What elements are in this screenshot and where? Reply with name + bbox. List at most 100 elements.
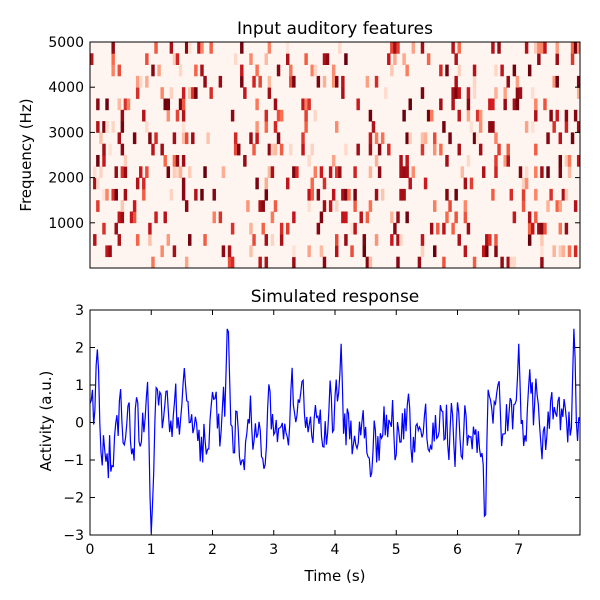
heatmap-cell <box>108 245 112 258</box>
heatmap-cell <box>338 166 342 178</box>
heatmap-cell <box>454 53 458 65</box>
heatmap-cell <box>341 188 345 201</box>
heatmap-cell <box>485 234 489 246</box>
heatmap-cell <box>494 87 498 99</box>
heatmap-cell <box>570 132 575 145</box>
heatmap-cell <box>319 166 324 178</box>
heatmap-cell <box>527 211 532 224</box>
heatmap-cell <box>286 53 290 65</box>
heatmap-cell <box>405 132 409 145</box>
heatmap-cell <box>396 42 400 54</box>
heatmap-cell <box>433 245 437 258</box>
heatmap-cell <box>160 143 164 156</box>
heatmap-cell <box>184 132 189 145</box>
heatmap-cell <box>374 132 379 145</box>
heatmap-cell <box>463 177 468 190</box>
heatmap-cell <box>439 64 443 77</box>
heatmap-cell <box>549 188 553 201</box>
heatmap-cell <box>169 87 174 99</box>
heatmap-cell <box>472 64 477 77</box>
heatmap-cell <box>295 166 299 178</box>
heatmap-cell <box>154 211 158 224</box>
heatmap-cell <box>249 222 253 235</box>
heatmap-cell <box>139 75 143 88</box>
heatmap-cell <box>117 98 122 111</box>
heatmap-cell <box>307 155 311 167</box>
heatmap-cell <box>191 132 195 145</box>
heatmap-cell <box>374 234 379 246</box>
heatmap-cell <box>552 245 556 258</box>
heatmap-cell <box>111 42 115 54</box>
heatmap-cell <box>408 132 412 145</box>
response-x-tick-label: 0 <box>86 542 95 558</box>
heatmap-cell <box>255 121 259 133</box>
heatmap-cell <box>408 98 412 111</box>
heatmap-y-tick-label: 4000 <box>48 80 84 96</box>
heatmap-cell <box>491 121 495 133</box>
heatmap-cell <box>423 177 428 190</box>
heatmap-cell <box>503 98 507 111</box>
heatmap-cell <box>264 53 269 65</box>
heatmap-cell <box>178 64 183 77</box>
heatmap-cell <box>203 234 207 246</box>
heatmap-cell <box>524 177 529 190</box>
heatmap-cell <box>524 42 529 54</box>
heatmap-cell <box>377 143 382 156</box>
heatmap-cell <box>184 256 189 269</box>
heatmap-cell <box>160 87 164 99</box>
heatmap-cell <box>157 64 161 77</box>
heatmap-cell <box>276 109 281 122</box>
heatmap-cell <box>573 109 578 122</box>
heatmap-cell <box>264 109 269 122</box>
heatmap-cell <box>555 42 559 54</box>
heatmap-cell <box>365 256 370 269</box>
heatmap-cell <box>445 211 449 224</box>
heatmap-cell <box>142 177 146 190</box>
heatmap-cell <box>188 166 192 178</box>
heatmap-cell <box>111 53 115 65</box>
heatmap-cell <box>304 121 308 133</box>
response-frame <box>89 309 581 536</box>
heatmap-cell <box>292 166 296 178</box>
heatmap-cell <box>325 53 330 65</box>
heatmap-cell <box>402 109 406 122</box>
response-x-tick-label: 2 <box>208 542 217 558</box>
heatmap-cell <box>426 109 431 122</box>
heatmap-cell <box>399 166 403 178</box>
heatmap-cell <box>279 143 284 156</box>
heatmap-cell <box>558 155 563 167</box>
heatmap-title: Input auditory features <box>237 19 433 39</box>
heatmap-cell <box>558 166 563 178</box>
heatmap-cell <box>353 222 357 235</box>
heatmap-cell <box>132 211 137 224</box>
heatmap-cell <box>120 109 125 122</box>
heatmap-cell <box>454 87 458 99</box>
heatmap-cell <box>99 166 103 178</box>
heatmap-cell <box>316 188 321 201</box>
heatmap-cell <box>304 98 308 111</box>
heatmap-cell <box>436 222 440 235</box>
heatmap-cell <box>534 109 538 122</box>
heatmap-cell <box>114 166 118 178</box>
heatmap-cell <box>433 200 437 212</box>
response-x-tick-label: 7 <box>514 542 523 558</box>
heatmap-cell <box>374 75 379 88</box>
heatmap-cell <box>181 177 186 190</box>
heatmap-cell <box>457 143 461 156</box>
heatmap-cell <box>123 155 128 167</box>
heatmap-cell <box>475 109 480 122</box>
heatmap-cell <box>249 132 253 145</box>
heatmap-cell <box>497 143 501 156</box>
heatmap-cell <box>573 42 578 54</box>
heatmap-cell <box>482 166 486 178</box>
heatmap-cell <box>335 121 339 133</box>
heatmap-cell <box>188 42 192 54</box>
heatmap-cell <box>154 132 158 145</box>
heatmap-cell <box>466 87 471 99</box>
heatmap-cell <box>169 188 174 201</box>
heatmap-cell <box>420 234 425 246</box>
heatmap-cell <box>163 98 167 111</box>
heatmap-cell <box>341 75 345 88</box>
heatmap-cell <box>307 188 311 201</box>
heatmap-cell <box>111 121 115 133</box>
